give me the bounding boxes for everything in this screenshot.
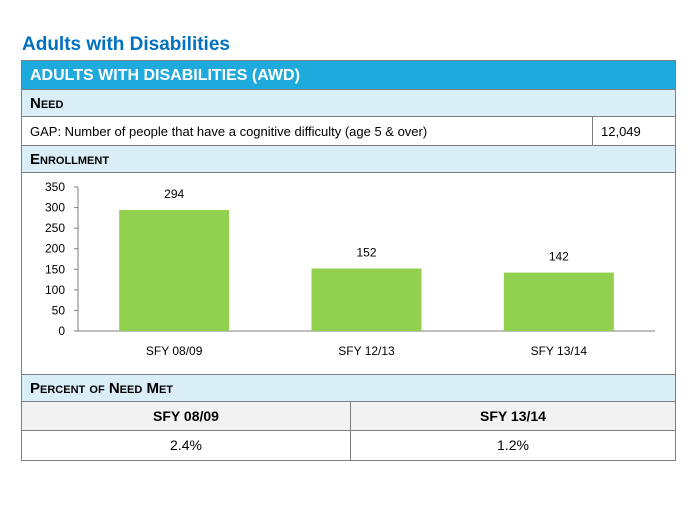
bar-data-label: 294 <box>164 187 184 201</box>
awd-table: ADULTS WITH DISABILITIES (AWD) Need GAP:… <box>21 60 676 461</box>
y-tick-label: 50 <box>52 303 66 317</box>
percent-value-row: 2.4% 1.2% <box>22 431 675 460</box>
enrollment-chart: 0 50 100 150 200 250 300 350 294 SFY 08/09 152 SFY … <box>45 180 655 358</box>
bar <box>503 272 614 331</box>
percent-col-header-2: SFY 13/14 <box>480 408 546 424</box>
bar <box>119 210 230 331</box>
gap-label: GAP: Number of people that have a cognit… <box>30 124 428 139</box>
percent-header-row: SFY 08/09 SFY 13/14 <box>22 402 675 431</box>
y-tick-label: 150 <box>45 262 65 276</box>
y-tick-label: 350 <box>45 180 65 194</box>
y-tick-label: 0 <box>58 324 65 338</box>
gap-value: 12,049 <box>592 117 675 145</box>
x-tick-label: SFY 08/09 <box>146 344 203 358</box>
page-heading: Adults with Disabilities <box>22 34 230 55</box>
table-title: ADULTS WITH DISABILITIES (AWD) <box>22 61 675 90</box>
y-tick-label: 100 <box>45 283 65 297</box>
y-tick-label: 300 <box>45 201 65 215</box>
enrollment-chart-cell: 0 50 100 150 200 250 300 350 294 SFY 08/09 152 SFY … <box>22 173 675 375</box>
x-tick-label: SFY 13/14 <box>531 344 588 358</box>
enrollment-heading: Enrollment <box>22 146 675 173</box>
bar-data-label: 142 <box>549 250 569 264</box>
y-tick-label: 250 <box>45 221 65 235</box>
percent-col-header-1: SFY 08/09 <box>22 402 351 430</box>
bar <box>311 268 422 331</box>
need-heading: Need <box>22 90 675 117</box>
x-tick-label: SFY 12/13 <box>338 344 395 358</box>
bar-data-label: 152 <box>356 245 376 259</box>
y-tick-label: 200 <box>45 242 65 256</box>
gap-row: GAP: Number of people that have a cognit… <box>22 117 675 146</box>
percent-heading: Percent of Need Met <box>22 375 675 402</box>
percent-value-2: 1.2% <box>497 437 529 453</box>
percent-value-1: 2.4% <box>22 431 351 460</box>
